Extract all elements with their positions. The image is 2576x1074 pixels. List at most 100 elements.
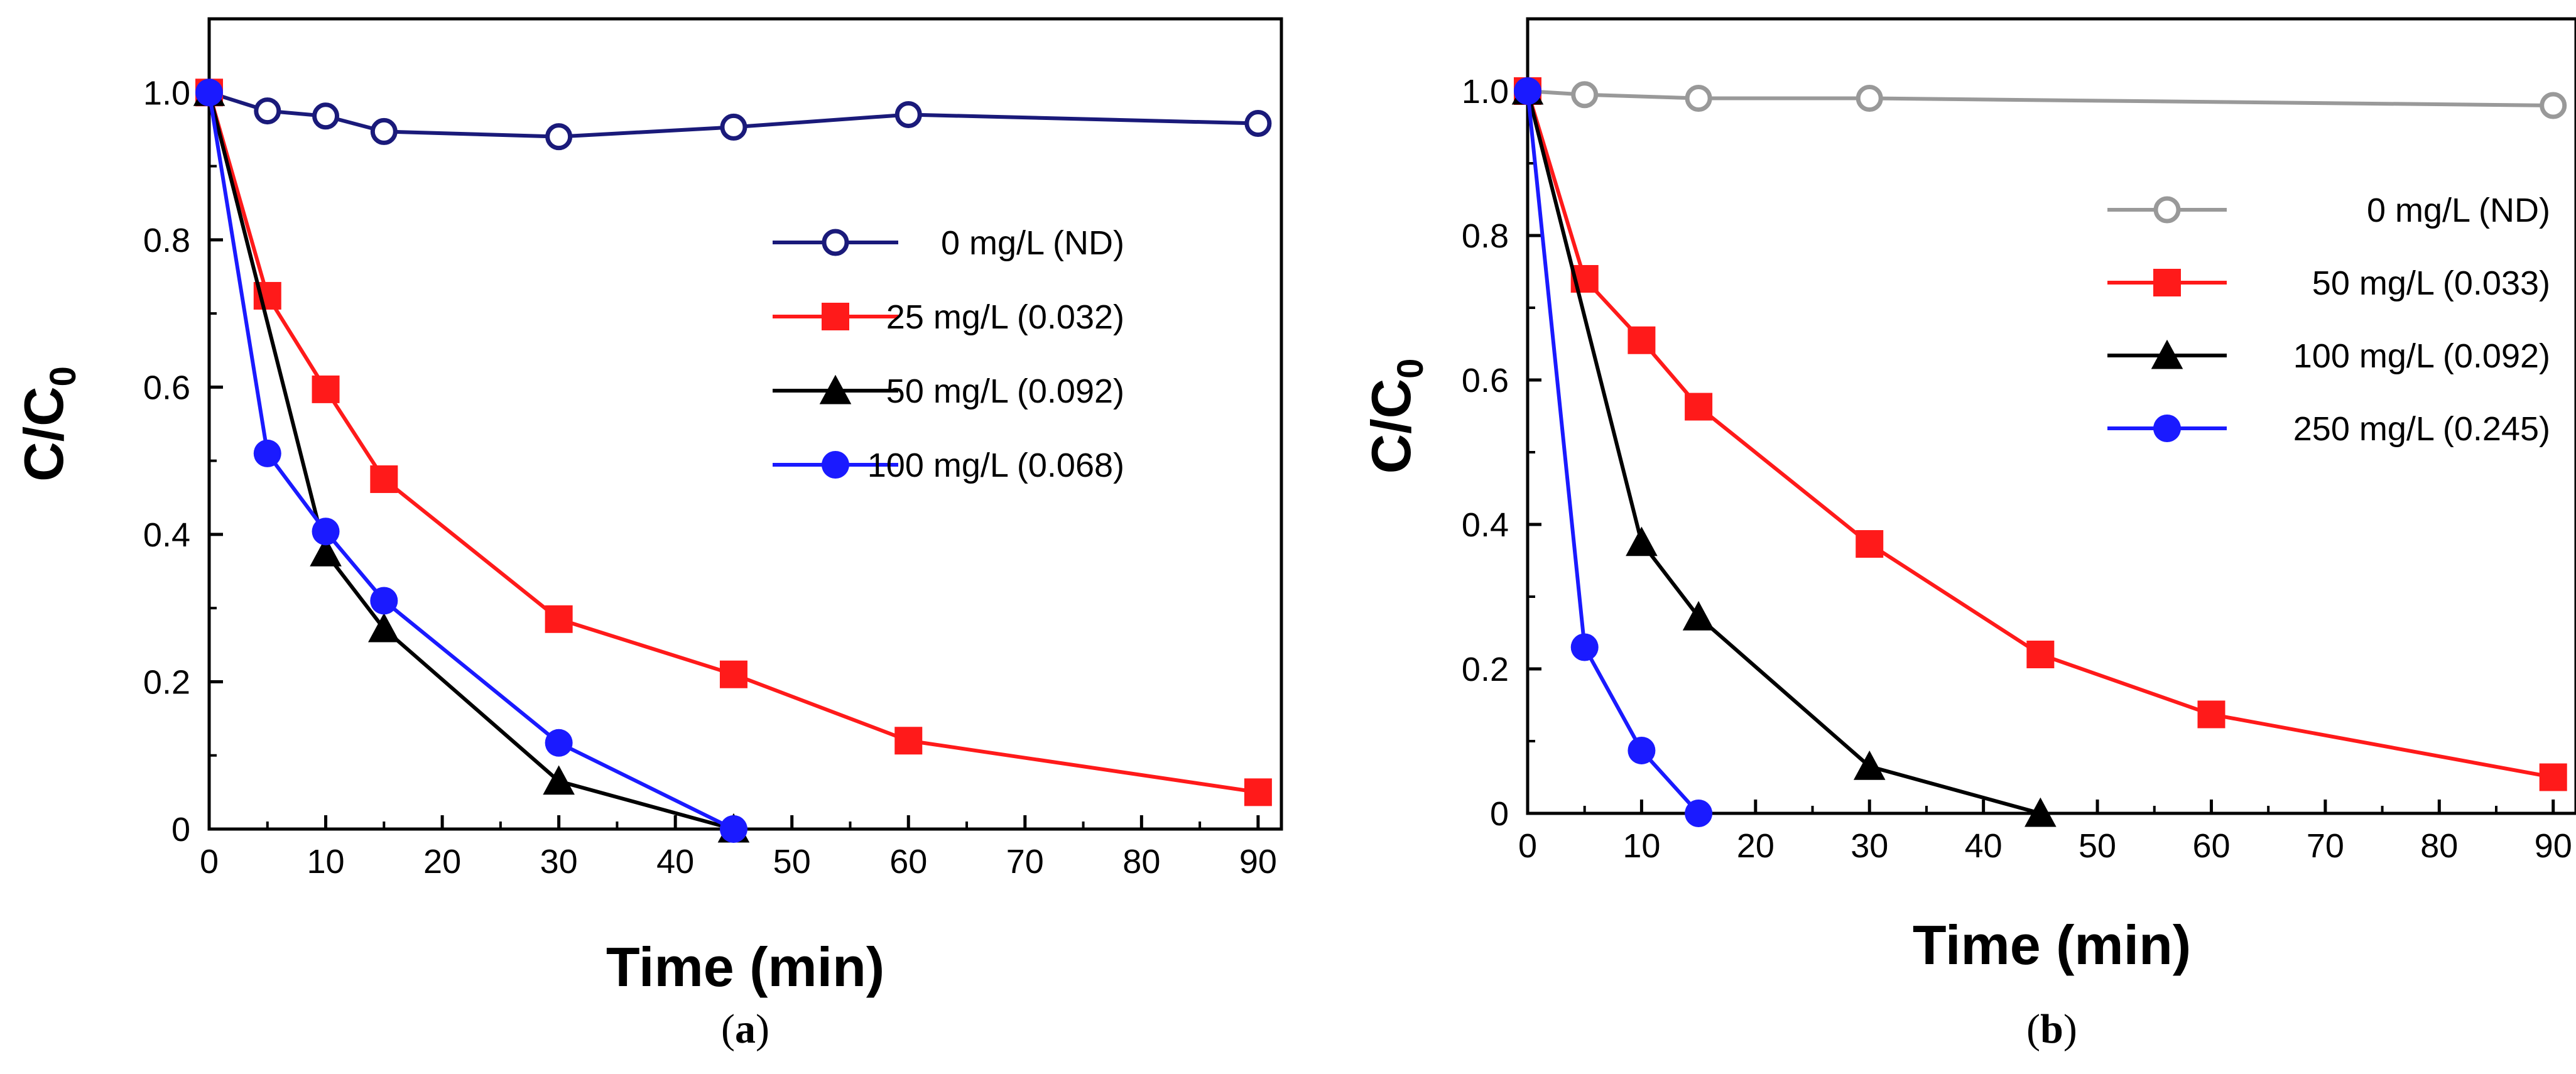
data-point [310, 536, 342, 567]
y-tick-label: 0.4 [1462, 506, 1509, 544]
series-0 [195, 79, 1272, 151]
x-tick-label: 80 [2420, 827, 2458, 865]
x-tick-label: 0 [1518, 827, 1537, 865]
x-tick-label: 50 [773, 843, 811, 881]
data-point [370, 465, 398, 493]
series-line [207, 92, 734, 831]
legend: 0 mg/L (ND) 50 mg/L (0.033) 100 mg/L (0.09… [2107, 192, 2550, 448]
data-point [1570, 633, 1599, 661]
data-point [368, 612, 400, 643]
x-tick-label: 10 [1622, 827, 1660, 865]
panel-label-open: ( [721, 1006, 735, 1052]
legend-item: 250 mg/L (0.245) [2107, 410, 2550, 448]
data-point [195, 79, 223, 107]
panel-label-close: ) [2063, 1006, 2077, 1052]
data-point [1628, 736, 1656, 764]
chart-panel-a: 0 10 20 30 40 50 60 70 80 90 0 0.2 0.4 0.6 0.8 1.0 Time … [13, 17, 1283, 1052]
legend-label: 25 mg/L (0.032) [886, 298, 1124, 336]
legend-item: 0 mg/L (ND) [2107, 192, 2550, 229]
panel-label-letter: b [2040, 1006, 2063, 1052]
plot-frame [207, 17, 1283, 831]
y-axis-title-subscript: 0 [43, 366, 84, 386]
data-point [2540, 92, 2567, 119]
legend-item: 0 mg/L (ND) [773, 224, 1124, 262]
legend-label: 50 mg/L (0.033) [2312, 264, 2550, 302]
data-point [1685, 800, 1713, 827]
panel-label-close: ) [756, 1006, 769, 1052]
legend-label: 50 mg/L (0.092) [886, 372, 1124, 410]
legend-marker [2153, 269, 2181, 296]
x-tick-label: 30 [1850, 827, 1888, 865]
legend-marker [2153, 415, 2181, 442]
data-point [1571, 81, 1599, 109]
x-tick-label: 70 [2307, 827, 2344, 865]
series-line [1526, 90, 2041, 815]
data-point [1626, 526, 1658, 556]
data-point [254, 97, 281, 125]
data-point [1514, 77, 1541, 105]
series-line [1527, 89, 2553, 107]
data-point [1685, 393, 1713, 421]
x-tick-label: 60 [889, 843, 927, 881]
data-point [1628, 326, 1656, 354]
x-tick-label: 20 [423, 843, 461, 881]
panel-label: (b) [2026, 1006, 2077, 1052]
panel-label-open: ( [2026, 1006, 2040, 1052]
data-point [253, 439, 281, 467]
x-tick-label: 70 [1006, 843, 1044, 881]
series-line [1526, 90, 1700, 815]
series-line [207, 92, 735, 831]
x-tick-label: 20 [1737, 827, 1774, 865]
legend-label: 0 mg/L (ND) [2367, 192, 2550, 229]
data-point [370, 587, 398, 615]
data-point [1685, 85, 1712, 112]
series-3 [195, 79, 747, 843]
legend: 0 mg/L (ND) 25 mg/L (0.032) 50 mg/L (0.092… [773, 224, 1124, 484]
legend-marker [2153, 196, 2181, 224]
data-point [1853, 750, 1886, 780]
data-point [719, 660, 747, 688]
legend-label: 100 mg/L (0.092) [2293, 337, 2550, 375]
series-3 [1514, 77, 1713, 827]
x-tick-label: 90 [1239, 843, 1277, 881]
data-point [894, 727, 923, 755]
x-tick-label: 50 [2079, 827, 2116, 865]
data-point [1244, 110, 1272, 138]
x-tick-label: 60 [2192, 827, 2230, 865]
data-point [2024, 797, 2057, 827]
x-tick-label: 30 [540, 843, 578, 881]
plot-frame [1526, 17, 2576, 815]
legend-item: 50 mg/L (0.092) [773, 372, 1124, 410]
legend-item: 100 mg/L (0.068) [773, 447, 1124, 484]
data-point [312, 102, 340, 130]
data-point [312, 518, 340, 546]
series-1 [195, 79, 1272, 806]
data-point [2539, 763, 2567, 791]
legend-marker [819, 374, 852, 404]
data-point [370, 117, 398, 145]
y-tick-label: 0.8 [1462, 217, 1509, 255]
y-tick-label: 0.6 [1462, 362, 1509, 399]
legend-label: 0 mg/L (ND) [941, 224, 1124, 262]
y-tick-label: 0.2 [143, 663, 190, 701]
y-axis-title: C/C0 [1360, 359, 1431, 474]
legend-item: 100 mg/L (0.092) [2107, 337, 2550, 375]
x-axis-title: Time (min) [1913, 914, 2191, 976]
y-tick-label: 0.4 [143, 516, 190, 554]
x-tick-label: 0 [200, 843, 219, 881]
legend-item: 25 mg/L (0.032) [773, 298, 1124, 336]
data-point [312, 375, 340, 403]
x-tick-label: 10 [307, 843, 345, 881]
series-line [207, 92, 1259, 795]
x-axis-title: Time (min) [606, 936, 884, 998]
y-tick-label: 0 [1490, 795, 1509, 833]
x-tick-label: 40 [1965, 827, 2003, 865]
y-axis-title: C/C0 [13, 366, 84, 482]
y-tick-label: 0 [171, 811, 190, 849]
legend-label: 100 mg/L (0.068) [867, 447, 1124, 484]
legend-marker [2151, 339, 2183, 369]
y-axis-title-base: C/C [13, 386, 75, 482]
y-tick-label: 1.0 [1462, 73, 1509, 111]
data-point [545, 123, 573, 151]
legend-label: 250 mg/L (0.245) [2293, 410, 2550, 448]
